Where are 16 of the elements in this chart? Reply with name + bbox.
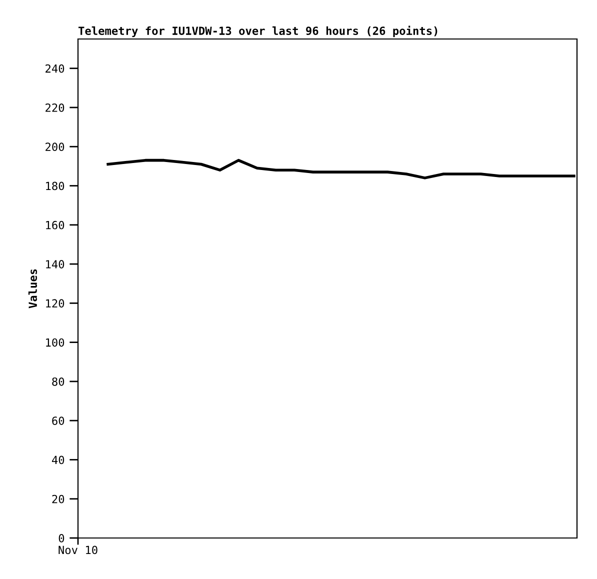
y-tick-label: 200 — [46, 142, 64, 152]
y-tick-label: 80 — [52, 377, 64, 386]
y-tick-label: 40 — [52, 456, 64, 464]
y-tick-label: 100 — [46, 338, 64, 347]
y-tick-label: 160 — [46, 220, 64, 230]
y-tick-label: 240 — [46, 64, 64, 73]
y-tick-label: 140 — [46, 260, 64, 268]
chart-title: Telemetry for IU1VDW-13 over last 96 hours (26 points) — [78, 26, 438, 38]
y-tick-label: 120 — [46, 299, 64, 308]
y-tick-label: 20 — [52, 494, 64, 504]
y-tick-label: 220 — [46, 103, 64, 112]
y-tick-label: 0 — [58, 534, 64, 542]
y-axis-title: Values — [28, 269, 38, 308]
y-tick-label: 60 — [52, 416, 64, 425]
y-tick-label: 180 — [46, 182, 64, 190]
text: Nov 10 — [58, 546, 98, 554]
